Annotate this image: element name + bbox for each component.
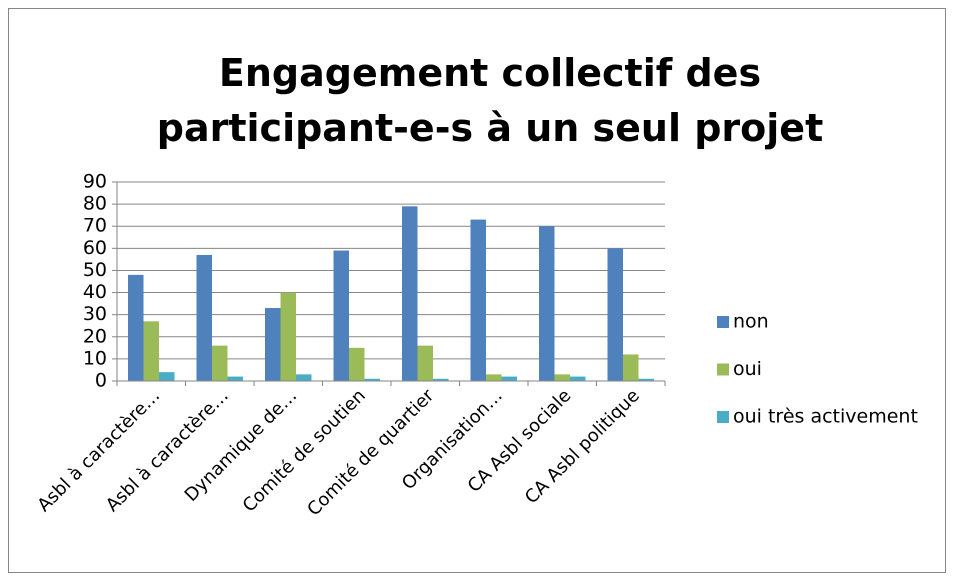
title-line: Engagement collectif des <box>219 51 761 95</box>
bar <box>296 374 312 381</box>
legend-swatch <box>717 363 729 376</box>
bar <box>280 292 296 381</box>
bar <box>554 374 570 381</box>
bar <box>638 378 654 381</box>
bar <box>433 378 449 381</box>
y-tick-label: 40 <box>83 281 107 303</box>
y-tick-label: 30 <box>83 303 107 325</box>
legend-label: oui très activement <box>733 406 918 428</box>
y-tick-label: 10 <box>83 347 107 369</box>
bar <box>607 248 623 381</box>
y-tick-label: 50 <box>83 259 107 281</box>
legend-swatch <box>717 316 729 328</box>
y-tick-label: 90 <box>83 171 107 193</box>
bar <box>364 378 380 381</box>
y-tick-label: 80 <box>83 193 107 215</box>
bar <box>570 376 586 381</box>
y-tick-label: 20 <box>83 325 107 347</box>
bar <box>349 347 365 381</box>
bar <box>128 274 144 381</box>
bar <box>623 354 639 381</box>
bar <box>196 254 212 381</box>
legend-label: oui <box>733 358 762 380</box>
chart-title: Engagement collectif des participant-e-s … <box>157 51 823 150</box>
bar <box>470 219 486 381</box>
bar <box>159 372 175 381</box>
bar <box>486 374 502 381</box>
bar <box>417 345 433 381</box>
bar <box>265 308 281 381</box>
bar <box>333 250 349 381</box>
legend-label: non <box>733 311 769 333</box>
legend-swatch <box>717 411 729 423</box>
bar <box>539 226 555 381</box>
bar <box>402 206 418 381</box>
title-line: participant-e-s à un seul projet <box>157 106 823 150</box>
bar <box>501 376 517 381</box>
y-tick-label: 60 <box>83 237 107 259</box>
bar <box>143 321 159 381</box>
y-tick-label: 0 <box>95 370 107 392</box>
bar <box>212 345 228 381</box>
y-tick-label: 70 <box>83 215 107 237</box>
bar <box>227 376 243 381</box>
